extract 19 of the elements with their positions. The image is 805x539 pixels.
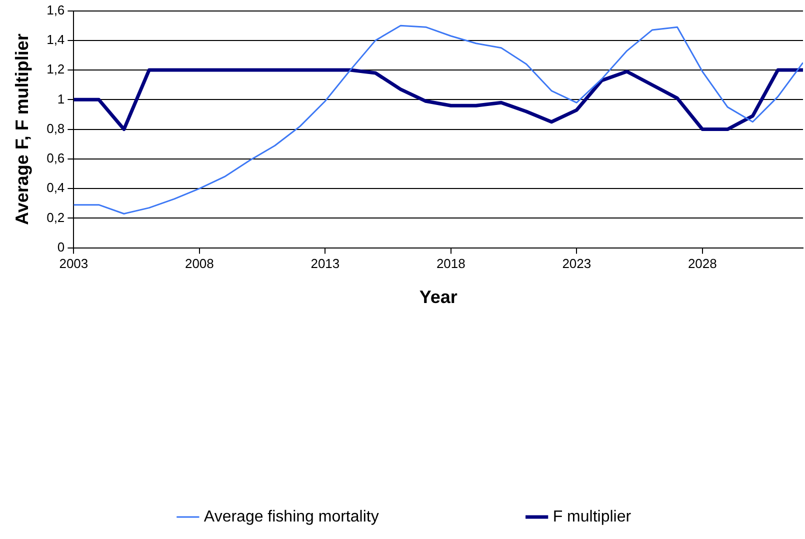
x-tick-label: 2028 xyxy=(688,256,717,272)
y-tick-label: 1 xyxy=(57,91,65,106)
y-tick-label: 0,6 xyxy=(46,150,65,166)
y-tick-label: 0 xyxy=(57,239,65,254)
y-tick-label: 0,8 xyxy=(46,120,65,136)
x-tick-label: 2018 xyxy=(436,256,466,272)
y-axis-title: Average F, F multiplier xyxy=(12,34,32,225)
y-tick-label: 0,4 xyxy=(46,180,65,196)
x-tick-label: 2023 xyxy=(562,256,592,272)
x-tick-label: 2003 xyxy=(59,256,88,272)
legend-label: Average fishing mortality xyxy=(204,508,379,526)
x-tick-label: 2013 xyxy=(310,256,340,272)
legend-label: F multiplier xyxy=(552,508,632,526)
y-tick-label: 1,6 xyxy=(46,2,65,18)
y-tick-label: 1,2 xyxy=(46,62,65,77)
x-axis-title: Year xyxy=(419,287,458,308)
y-tick-label: 1,4 xyxy=(46,32,65,48)
x-tick-label: 2008 xyxy=(184,256,214,272)
y-tick-label: 0,2 xyxy=(46,210,65,225)
